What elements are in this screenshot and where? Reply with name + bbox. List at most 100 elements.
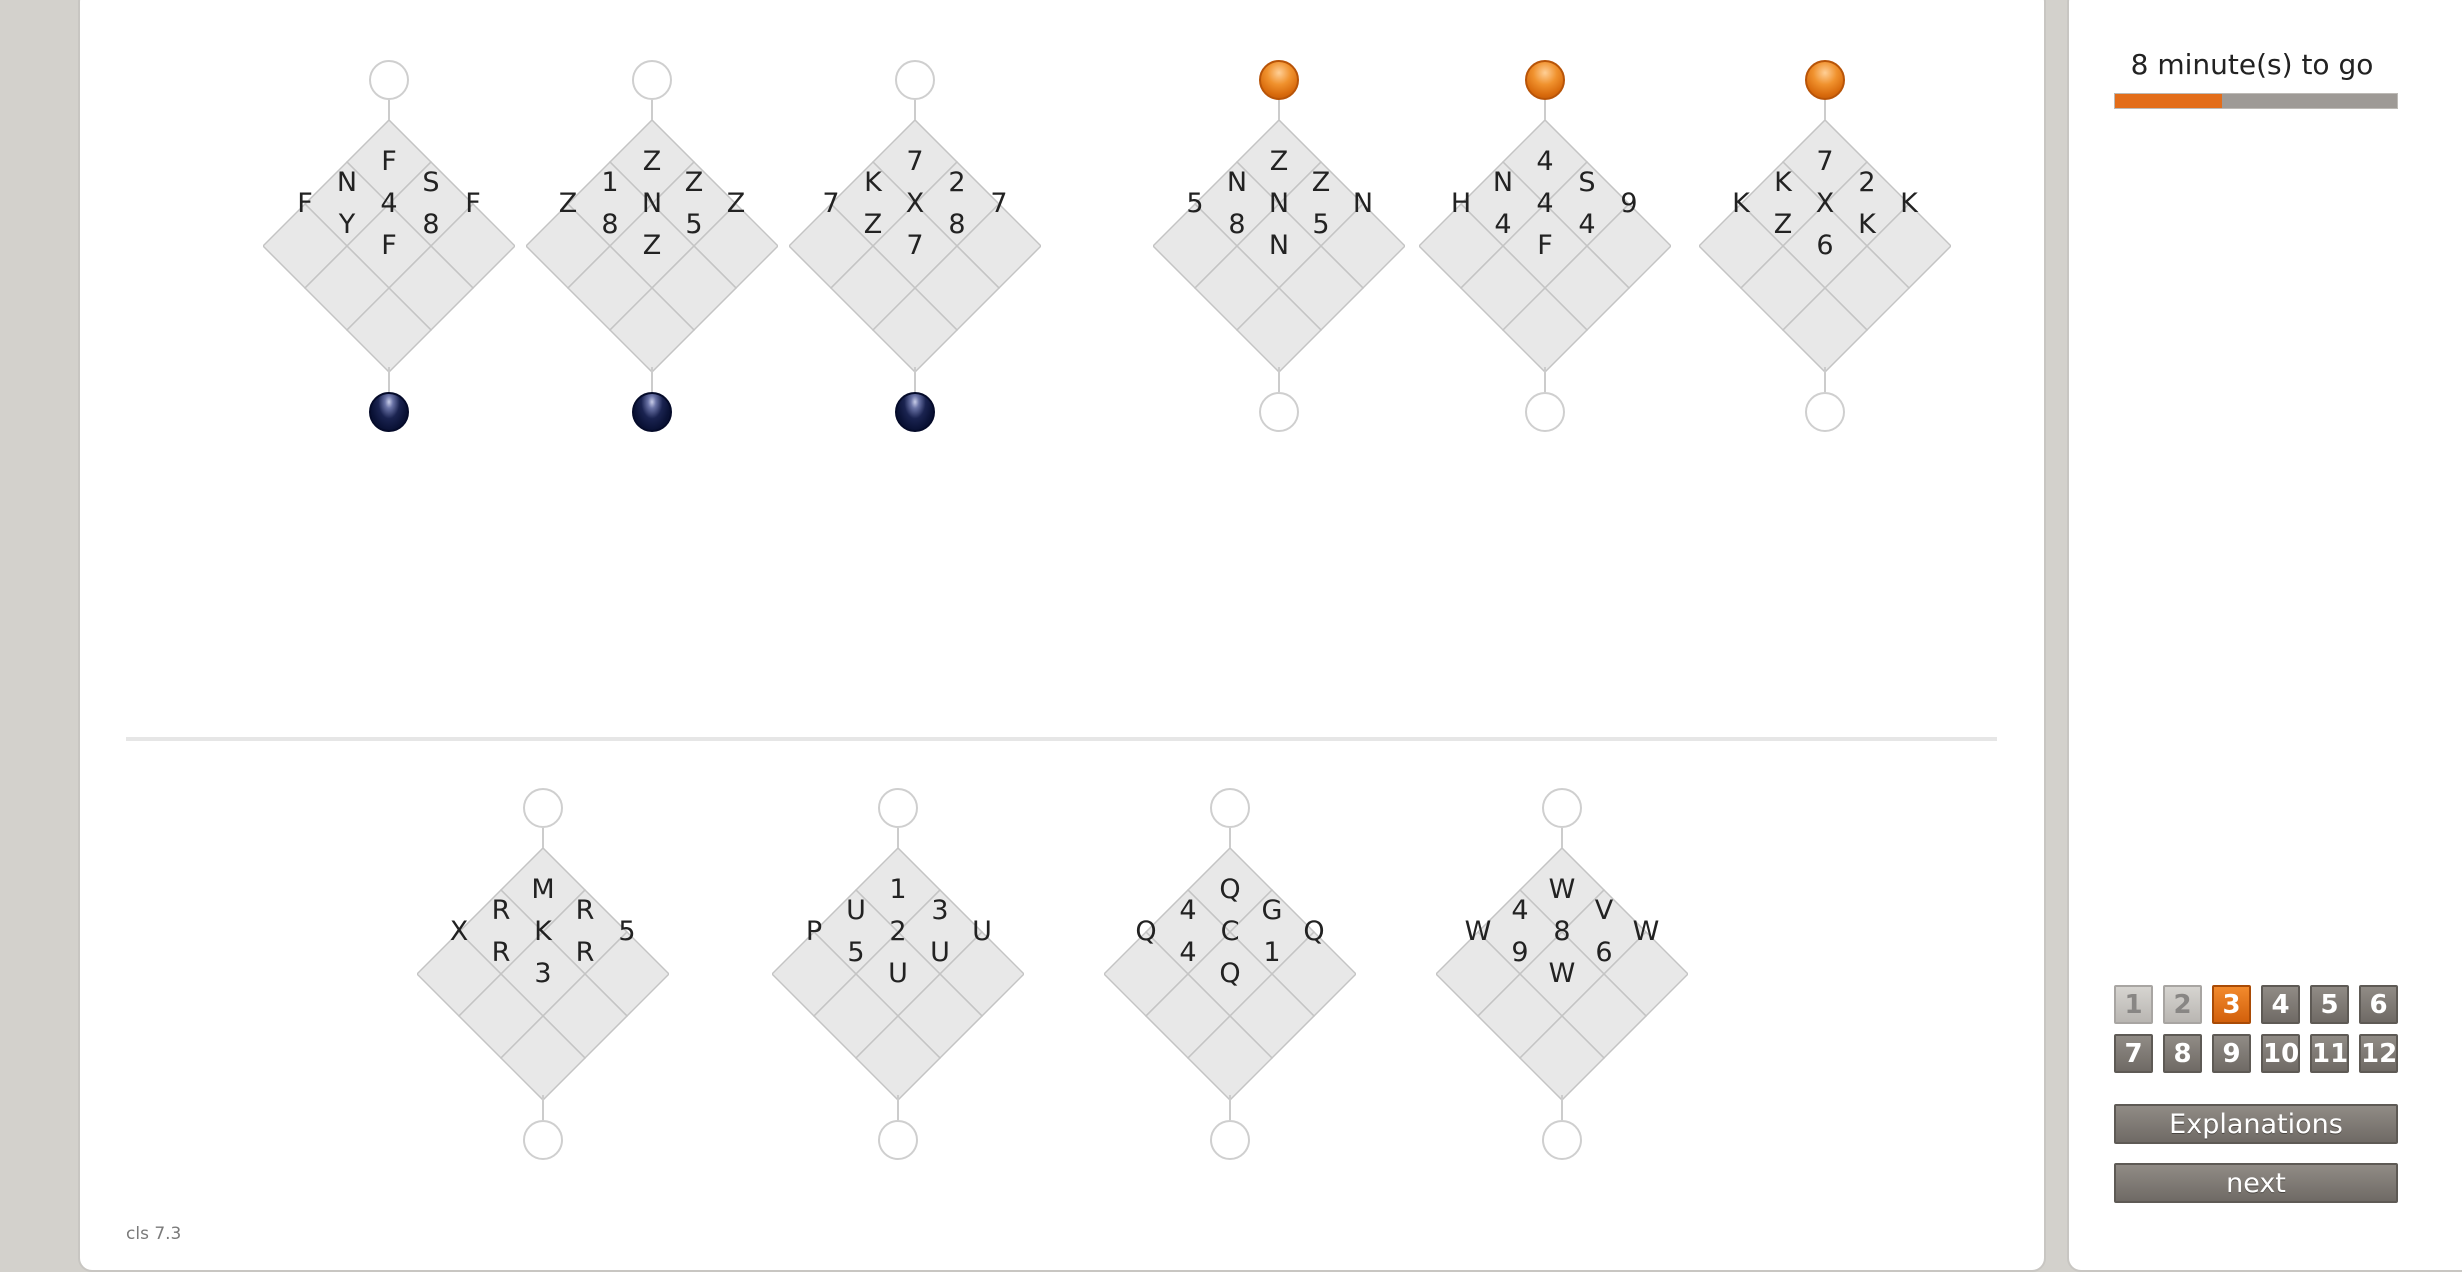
- timer-progress-fill: [2115, 94, 2223, 108]
- question-nav-10[interactable]: 10: [2261, 1034, 2300, 1073]
- example-top-marker: [1259, 60, 1299, 100]
- grid-cell-label: 6: [1816, 230, 1834, 261]
- grid-cell-label: P: [805, 916, 823, 947]
- connector-line: [1824, 367, 1826, 392]
- grid-cell: [1501, 286, 1589, 372]
- question-nav-5[interactable]: 5: [2310, 985, 2349, 1024]
- answer-bottom-marker[interactable]: [1542, 1120, 1582, 1160]
- example-bottom-marker: [895, 392, 935, 432]
- grid-cell-label: X: [449, 916, 469, 947]
- grid-cell-label: Q: [1219, 958, 1241, 989]
- question-nav-4[interactable]: 4: [2261, 985, 2300, 1024]
- example-bottom-marker: [1259, 392, 1299, 432]
- grid-cell-label: 2: [1858, 167, 1876, 198]
- grid-cell: [1235, 286, 1323, 372]
- example-top-marker: [632, 60, 672, 100]
- answer-top-marker[interactable]: [523, 788, 563, 828]
- connector-line: [897, 1095, 899, 1120]
- grid-cell: [608, 286, 696, 372]
- grid-cell-label: Z: [1311, 167, 1331, 198]
- connector-line: [651, 100, 653, 125]
- grid-cell-label: 3: [534, 958, 552, 989]
- grid-cell-label: 9: [1511, 937, 1529, 968]
- answer-top-marker[interactable]: [1210, 788, 1250, 828]
- grid-cell-label: 5: [618, 916, 636, 947]
- question-nav-11[interactable]: 11: [2310, 1034, 2349, 1073]
- next-button[interactable]: next: [2114, 1163, 2398, 1203]
- answer-top-marker[interactable]: [1542, 788, 1582, 828]
- grid-cell: [871, 286, 959, 372]
- grid-cell-label: Z: [1773, 209, 1793, 240]
- grid-cell-label: 4: [1179, 895, 1197, 926]
- grid-cell-label: 3: [931, 895, 949, 926]
- grid-cell-label: K: [1774, 167, 1792, 198]
- connector-line: [542, 828, 544, 853]
- grid-cell-label: N: [641, 188, 663, 219]
- grid-cell-label: N: [1226, 167, 1248, 198]
- connector-line: [1561, 828, 1563, 853]
- grid-cell-label: N: [336, 167, 358, 198]
- grid-cell-label: Y: [338, 209, 356, 240]
- grid-cell-label: N: [1492, 167, 1514, 198]
- grid-cell-label: F: [381, 146, 397, 177]
- grid-cell-label: Z: [863, 209, 883, 240]
- grid-cell-label: U: [972, 916, 992, 947]
- question-nav-7[interactable]: 7: [2114, 1034, 2153, 1073]
- grid-cell-label: N: [1352, 188, 1374, 219]
- grid-cell-label: U: [888, 958, 908, 989]
- answer-bottom-marker[interactable]: [523, 1120, 563, 1160]
- grid-cell-label: K: [1900, 188, 1918, 219]
- connector-line: [1561, 1095, 1563, 1120]
- side-panel: [2067, 0, 2462, 1272]
- grid-cell-label: G: [1261, 895, 1283, 926]
- grid-cell-label: X: [905, 188, 925, 219]
- grid-cell-label: 7: [822, 188, 840, 219]
- grid-cell-label: 4: [1511, 895, 1529, 926]
- grid-cell-label: K: [1732, 188, 1750, 219]
- grid-cell-label: 7: [990, 188, 1008, 219]
- grid-cell-label: W: [1464, 916, 1492, 947]
- grid-cell-label: M: [531, 874, 555, 905]
- question-nav-1[interactable]: 1: [2114, 985, 2153, 1024]
- grid-cell-label: 4: [1536, 146, 1554, 177]
- grid-cell-label: U: [930, 937, 950, 968]
- grid-cell-label: S: [422, 167, 440, 198]
- grid-cell-label: K: [864, 167, 882, 198]
- question-nav-12[interactable]: 12: [2359, 1034, 2398, 1073]
- answer-top-marker[interactable]: [878, 788, 918, 828]
- grid-cell-label: Q: [1303, 916, 1325, 947]
- grid-cell-label: 5: [1186, 188, 1204, 219]
- connector-line: [542, 1095, 544, 1120]
- answer-bottom-marker[interactable]: [1210, 1120, 1250, 1160]
- connector-line: [914, 100, 916, 125]
- grid-cell-label: Z: [642, 230, 662, 261]
- grid-cell-label: 4: [1494, 209, 1512, 240]
- question-nav-9[interactable]: 9: [2212, 1034, 2251, 1073]
- version-label: cls 7.3: [126, 1224, 182, 1244]
- diamond-grid: [789, 120, 1041, 372]
- answer-bottom-marker[interactable]: [878, 1120, 918, 1160]
- connector-line: [1544, 367, 1546, 392]
- grid-cell-label: 4: [380, 188, 398, 219]
- diamond-grid: [1153, 120, 1405, 372]
- diamond-grid: [1699, 120, 1951, 372]
- grid-cell-label: V: [1594, 895, 1614, 926]
- connector-line: [1229, 828, 1231, 853]
- explanations-button[interactable]: Explanations: [2114, 1104, 2398, 1144]
- diamond-grid: [263, 120, 515, 372]
- example-top-marker: [1525, 60, 1565, 100]
- question-nav-3[interactable]: 3: [2212, 985, 2251, 1024]
- question-nav-6[interactable]: 6: [2359, 985, 2398, 1024]
- grid-cell-label: N: [1268, 188, 1290, 219]
- grid-cell-label: W: [1548, 958, 1576, 989]
- grid-cell: [499, 1014, 587, 1100]
- question-nav-2[interactable]: 2: [2163, 985, 2202, 1024]
- question-nav-8[interactable]: 8: [2163, 1034, 2202, 1073]
- diamond-grid: [1436, 848, 1688, 1100]
- example-bottom-marker: [1805, 392, 1845, 432]
